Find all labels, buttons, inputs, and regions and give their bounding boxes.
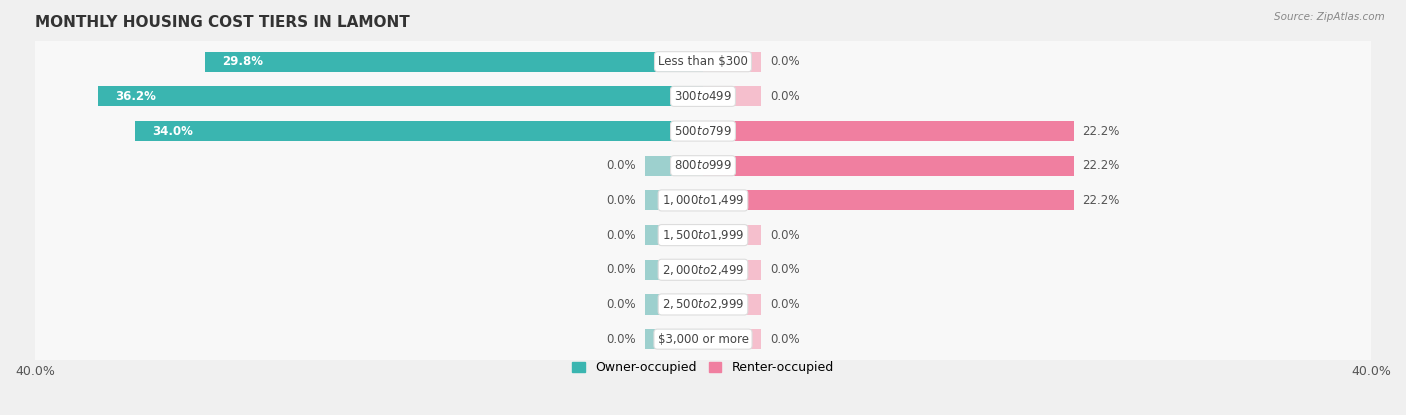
FancyBboxPatch shape [24,282,1382,327]
Bar [644,190,703,210]
Bar [98,86,703,106]
FancyBboxPatch shape [24,213,1382,257]
Text: 0.0%: 0.0% [770,263,800,276]
FancyBboxPatch shape [24,178,1382,222]
Bar [703,329,762,349]
Bar [703,156,1074,176]
Bar [703,190,1074,210]
Text: MONTHLY HOUSING COST TIERS IN LAMONT: MONTHLY HOUSING COST TIERS IN LAMONT [35,15,409,30]
Text: $500 to $799: $500 to $799 [673,124,733,137]
Text: 29.8%: 29.8% [222,55,263,68]
Text: $2,000 to $2,499: $2,000 to $2,499 [662,263,744,277]
Text: 22.2%: 22.2% [1083,124,1119,137]
Bar [703,225,762,245]
FancyBboxPatch shape [24,317,1382,361]
Text: $3,000 or more: $3,000 or more [658,333,748,346]
Text: 0.0%: 0.0% [606,159,636,172]
Text: 0.0%: 0.0% [770,298,800,311]
FancyBboxPatch shape [24,74,1382,119]
Text: 0.0%: 0.0% [770,55,800,68]
Bar [644,156,703,176]
FancyBboxPatch shape [24,109,1382,153]
Text: $800 to $999: $800 to $999 [673,159,733,172]
Text: Less than $300: Less than $300 [658,55,748,68]
Bar [135,121,703,141]
Bar [644,329,703,349]
Text: $1,000 to $1,499: $1,000 to $1,499 [662,193,744,208]
Bar [644,260,703,280]
FancyBboxPatch shape [24,248,1382,292]
Bar [205,51,703,72]
Text: 0.0%: 0.0% [606,263,636,276]
FancyBboxPatch shape [24,39,1382,84]
Text: 34.0%: 34.0% [152,124,193,137]
Text: $300 to $499: $300 to $499 [673,90,733,103]
Text: 0.0%: 0.0% [606,333,636,346]
Text: $2,500 to $2,999: $2,500 to $2,999 [662,298,744,311]
Bar [644,225,703,245]
Text: 0.0%: 0.0% [770,90,800,103]
Text: 0.0%: 0.0% [606,194,636,207]
Legend: Owner-occupied, Renter-occupied: Owner-occupied, Renter-occupied [568,356,838,379]
Bar [703,86,762,106]
Bar [644,294,703,315]
Bar [703,51,762,72]
FancyBboxPatch shape [24,144,1382,188]
Text: Source: ZipAtlas.com: Source: ZipAtlas.com [1274,12,1385,22]
Text: 0.0%: 0.0% [606,298,636,311]
Bar [703,121,1074,141]
Text: 22.2%: 22.2% [1083,159,1119,172]
Text: 36.2%: 36.2% [115,90,156,103]
Text: 0.0%: 0.0% [606,229,636,242]
Bar [703,260,762,280]
Text: $1,500 to $1,999: $1,500 to $1,999 [662,228,744,242]
Text: 22.2%: 22.2% [1083,194,1119,207]
Text: 0.0%: 0.0% [770,229,800,242]
Bar [703,294,762,315]
Text: 0.0%: 0.0% [770,333,800,346]
